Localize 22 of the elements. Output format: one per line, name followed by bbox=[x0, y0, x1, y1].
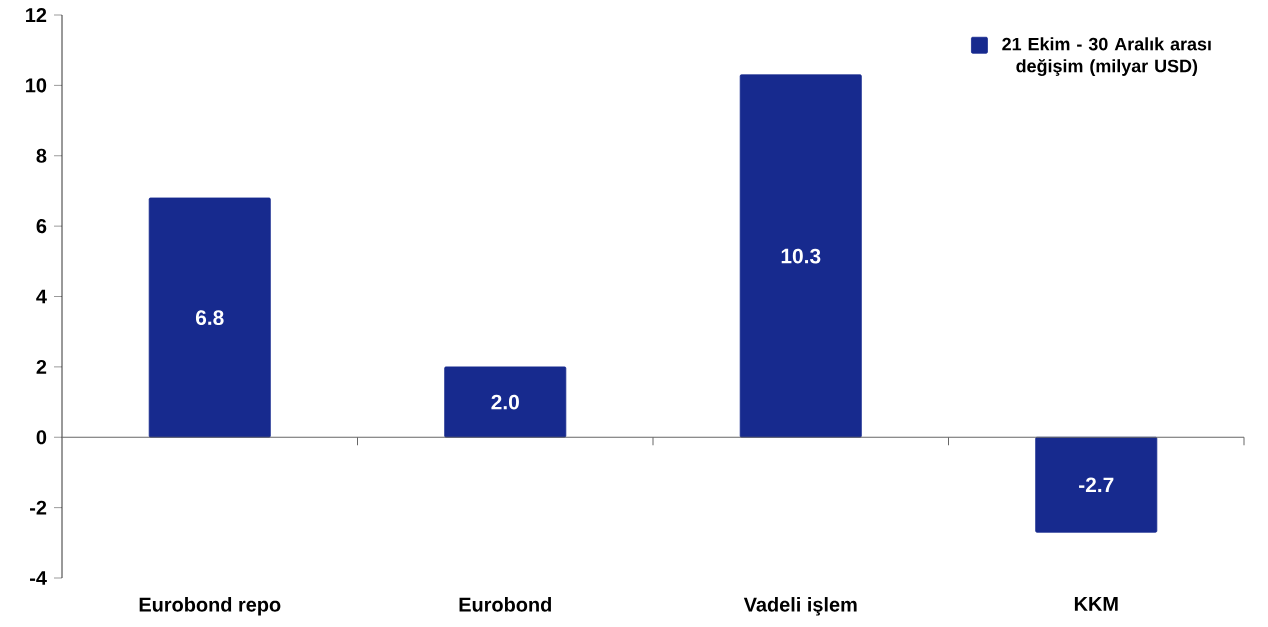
y-tick-label: -2 bbox=[30, 500, 47, 515]
bar bbox=[148, 197, 271, 438]
x-tick-label: KKM bbox=[1074, 597, 1118, 611]
x-tick-label: Vadeli işlem bbox=[743, 597, 857, 616]
legend-label: 21 Ekim - 30 Aralık arası değişim (milyar USD) bbox=[1002, 37, 1211, 76]
x-tick-label: Eurobond bbox=[459, 597, 552, 612]
data-label: 2.0 bbox=[491, 394, 519, 410]
y-tick-label: 10 bbox=[26, 78, 47, 93]
y-tick-label: 8 bbox=[36, 148, 47, 163]
bar bbox=[739, 74, 862, 438]
y-tick-label: 4 bbox=[36, 289, 47, 304]
bar bbox=[444, 366, 567, 438]
data-label: 6.8 bbox=[195, 310, 224, 326]
data-label: 10.3 bbox=[781, 248, 821, 264]
y-tick-label: 12 bbox=[26, 8, 47, 22]
y-tick-label: -4 bbox=[30, 571, 47, 585]
y-tick-label: 6 bbox=[36, 219, 47, 234]
y-tick-label: 0 bbox=[36, 430, 47, 445]
y-tick-label: 2 bbox=[36, 359, 47, 374]
x-tick-label: Eurobond repo bbox=[139, 597, 281, 616]
bar bbox=[1035, 436, 1158, 533]
data-label: -2.7 bbox=[1079, 477, 1114, 493]
